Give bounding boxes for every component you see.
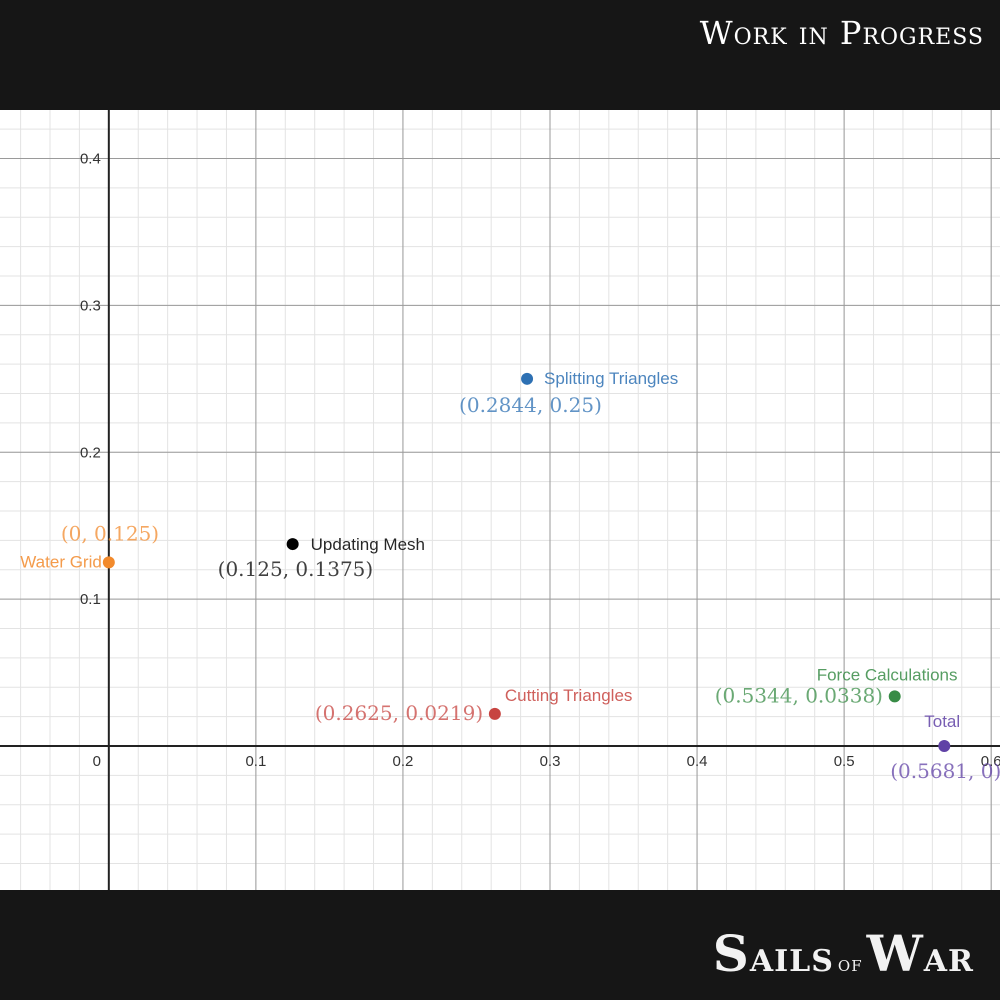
x-tick-label: 0.1 bbox=[245, 753, 266, 770]
data-point bbox=[488, 707, 501, 720]
brand-logo: SAILS ofWAR bbox=[712, 924, 974, 983]
data-point bbox=[888, 690, 901, 703]
data-point bbox=[102, 556, 115, 569]
x-tick-label: 0.2 bbox=[393, 753, 414, 770]
point-coordinate-label: (0.2625, 0.0219) bbox=[315, 701, 483, 725]
point-name-label: Total bbox=[924, 712, 960, 731]
x-tick-label: 0.6 bbox=[981, 753, 1000, 770]
x-tick-label: 0.4 bbox=[687, 753, 708, 770]
point-coordinate-label: (0.5681, 0) bbox=[890, 759, 1000, 783]
point-name-label: Cutting Triangles bbox=[505, 686, 633, 705]
point-name-label: Updating Mesh bbox=[311, 535, 425, 554]
point-coordinate-label: (0.5344, 0.0338) bbox=[715, 683, 883, 707]
data-point bbox=[521, 372, 534, 385]
top-banner: Work in Progress bbox=[0, 0, 1000, 110]
bottom-banner: SAILS ofWAR bbox=[0, 890, 1000, 1000]
x-tick-label: 0 bbox=[93, 753, 101, 770]
x-tick-label: 0.5 bbox=[834, 753, 855, 770]
y-tick-label: 0.4 bbox=[80, 150, 101, 167]
y-tick-label: 0.3 bbox=[80, 297, 101, 314]
banner-title: Work in Progress bbox=[699, 14, 984, 52]
y-tick-label: 0.2 bbox=[80, 444, 101, 461]
scatter-chart: 0 0.1 0.2 0.3 0.4 0.5 0.6 0.1 0.2 0.3 0.4 Water Gr… bbox=[0, 110, 1000, 890]
point-name-label: Water Grid bbox=[20, 552, 102, 571]
point-coordinate-label: (0, 0.125) bbox=[61, 521, 159, 545]
point-name-label: Force Calculations bbox=[817, 665, 958, 684]
data-point bbox=[938, 740, 951, 753]
point-name-label: Splitting Triangles bbox=[544, 369, 678, 388]
x-tick-label: 0.3 bbox=[540, 753, 561, 770]
data-point bbox=[286, 538, 299, 551]
y-tick-label: 0.1 bbox=[80, 591, 101, 608]
point-coordinate-label: (0.125, 0.1375) bbox=[218, 557, 374, 581]
point-coordinate-label: (0.2844, 0.25) bbox=[459, 393, 602, 417]
plot-area: 0 0.1 0.2 0.3 0.4 0.5 0.6 0.1 0.2 0.3 0.4 Water Gr… bbox=[0, 110, 1000, 890]
